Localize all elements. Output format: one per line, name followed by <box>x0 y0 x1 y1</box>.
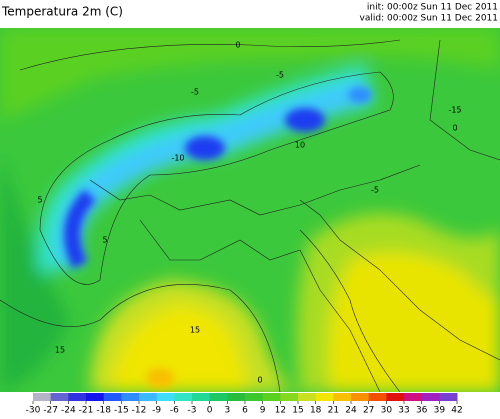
colorbar-label: 18 <box>310 406 322 416</box>
contour-label: 10 <box>295 141 305 150</box>
colorbar-label: -12 <box>132 406 147 416</box>
init-time: init: 00:00z Sun 11 Dec 2011 <box>367 3 498 13</box>
colorbar-label: 39 <box>434 406 446 416</box>
contour-label: -15 <box>448 106 461 115</box>
colorbar-label: -21 <box>79 406 94 416</box>
colorbar-swatch <box>439 393 458 401</box>
colorbar-label: -18 <box>96 406 111 416</box>
colorbar-label: -3 <box>188 406 197 416</box>
colorbar-label: -24 <box>61 406 76 416</box>
colorbar-swatch <box>351 393 370 401</box>
colorbar-swatch <box>227 393 246 401</box>
colorbar-swatch <box>368 393 387 401</box>
colorbar-label: -9 <box>152 406 161 416</box>
contour-label: 15 <box>190 326 200 335</box>
contour-label: 0 <box>257 376 262 385</box>
colorbar-label: 3 <box>224 406 230 416</box>
colorbar-label: 0 <box>207 406 213 416</box>
colorbar-swatch <box>280 393 299 401</box>
colorbar-label: 6 <box>242 406 248 416</box>
colorbar-swatch <box>33 393 52 401</box>
title: Temperatura 2m (C) <box>1 5 123 19</box>
colorbar-swatch <box>209 393 228 401</box>
colorbar-swatch <box>174 393 193 401</box>
colorbar-label: -15 <box>114 406 129 416</box>
colorbar-swatch <box>139 393 158 401</box>
colorbar-label: 9 <box>260 406 266 416</box>
colorbar-swatch <box>86 393 105 401</box>
contour-label: 15 <box>55 346 65 355</box>
contour-label: -5 <box>276 71 284 80</box>
colorbar-label: 24 <box>345 406 357 416</box>
colorbar-label: 33 <box>398 406 409 416</box>
colorbar-swatch <box>245 393 264 401</box>
contour-label: 5 <box>37 196 42 205</box>
colorbar-label: 15 <box>292 406 303 416</box>
colorbar-label: 27 <box>363 406 374 416</box>
contour-label: 0 <box>452 124 457 133</box>
contour-label: -5 <box>371 186 379 195</box>
colorbar-label: -30 <box>26 406 41 416</box>
colorbar-swatch <box>50 393 69 401</box>
colorbar-label: 30 <box>381 406 393 416</box>
colorbar-swatch <box>156 393 175 401</box>
colorbar-swatch <box>121 393 140 401</box>
contour-label: 5 <box>102 236 107 245</box>
colorbar-swatch <box>262 393 281 401</box>
colorbar-swatch <box>68 393 87 401</box>
colorbar-swatch <box>421 393 440 401</box>
colorbar-swatch <box>333 393 352 401</box>
contour-label: 0 <box>235 41 240 50</box>
colorbar-label: 36 <box>416 406 428 416</box>
colorbar: -30 -27 -24 -21 -18 -15 -12 -9 -6 -3 0 3 6 9 12 15 18 21 2… <box>26 393 463 416</box>
colorbar-label: 21 <box>328 406 339 416</box>
valid-time: valid: 00:00z Sun 11 Dec 2011 <box>360 14 498 24</box>
contour-label: -10 <box>171 154 184 163</box>
colorbar-swatch <box>298 393 317 401</box>
colorbar-swatch <box>404 393 423 401</box>
colorbar-swatch <box>386 393 405 401</box>
colorbar-swatch <box>103 393 122 401</box>
colorbar-swatch <box>315 393 334 401</box>
colorbar-label: -27 <box>43 406 58 416</box>
cold-cores <box>64 87 372 388</box>
contours-and-borders <box>0 39 500 392</box>
map-field <box>0 28 500 392</box>
contour-label: -5 <box>191 88 199 97</box>
colorbar-label: 12 <box>275 406 286 416</box>
colorbar-label: 42 <box>451 406 462 416</box>
colorbar-label: -6 <box>170 406 179 416</box>
contour-labels: 0 -5 -5 -10 5 -5 0 10 5 0 15 15 -15 <box>37 41 461 385</box>
colorbar-swatch <box>192 393 211 401</box>
